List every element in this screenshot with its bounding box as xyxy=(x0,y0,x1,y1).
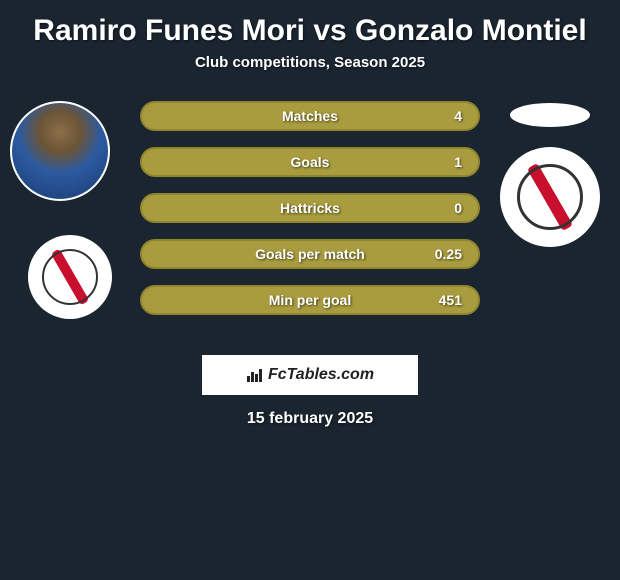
brand-logo: FcTables.com xyxy=(202,355,418,395)
bars-icon xyxy=(246,366,264,384)
report-date: 15 february 2025 xyxy=(247,410,373,428)
stat-label: Matches xyxy=(282,108,338,124)
player-1-club-logo xyxy=(28,235,112,319)
page-subtitle: Club competitions, Season 2025 xyxy=(0,54,620,71)
player-1-avatar xyxy=(10,101,110,201)
stat-value: 451 xyxy=(439,292,462,308)
comparison-content: Matches 4 Goals 1 Hattricks 0 Goals per … xyxy=(0,101,620,351)
brand-text: FcTables.com xyxy=(268,366,374,384)
stat-pill-goals: Goals 1 xyxy=(140,147,480,177)
stat-label: Goals per match xyxy=(255,246,365,262)
stat-label: Min per goal xyxy=(269,292,351,308)
stat-label: Goals xyxy=(291,154,330,170)
stat-value: 0 xyxy=(454,200,462,216)
stat-pill-min-per-goal: Min per goal 451 xyxy=(140,285,480,315)
stat-value: 1 xyxy=(454,154,462,170)
player-2-club-logo xyxy=(500,147,600,247)
stat-pill-stack: Matches 4 Goals 1 Hattricks 0 Goals per … xyxy=(140,101,480,331)
player-2-avatar xyxy=(510,103,590,127)
stat-pill-goals-per-match: Goals per match 0.25 xyxy=(140,239,480,269)
stat-pill-hattricks: Hattricks 0 xyxy=(140,193,480,223)
stat-value: 4 xyxy=(454,108,462,124)
stat-value: 0.25 xyxy=(435,246,462,262)
stat-pill-matches: Matches 4 xyxy=(140,101,480,131)
stat-label: Hattricks xyxy=(280,200,340,216)
page-title: Ramiro Funes Mori vs Gonzalo Montiel xyxy=(0,0,620,54)
